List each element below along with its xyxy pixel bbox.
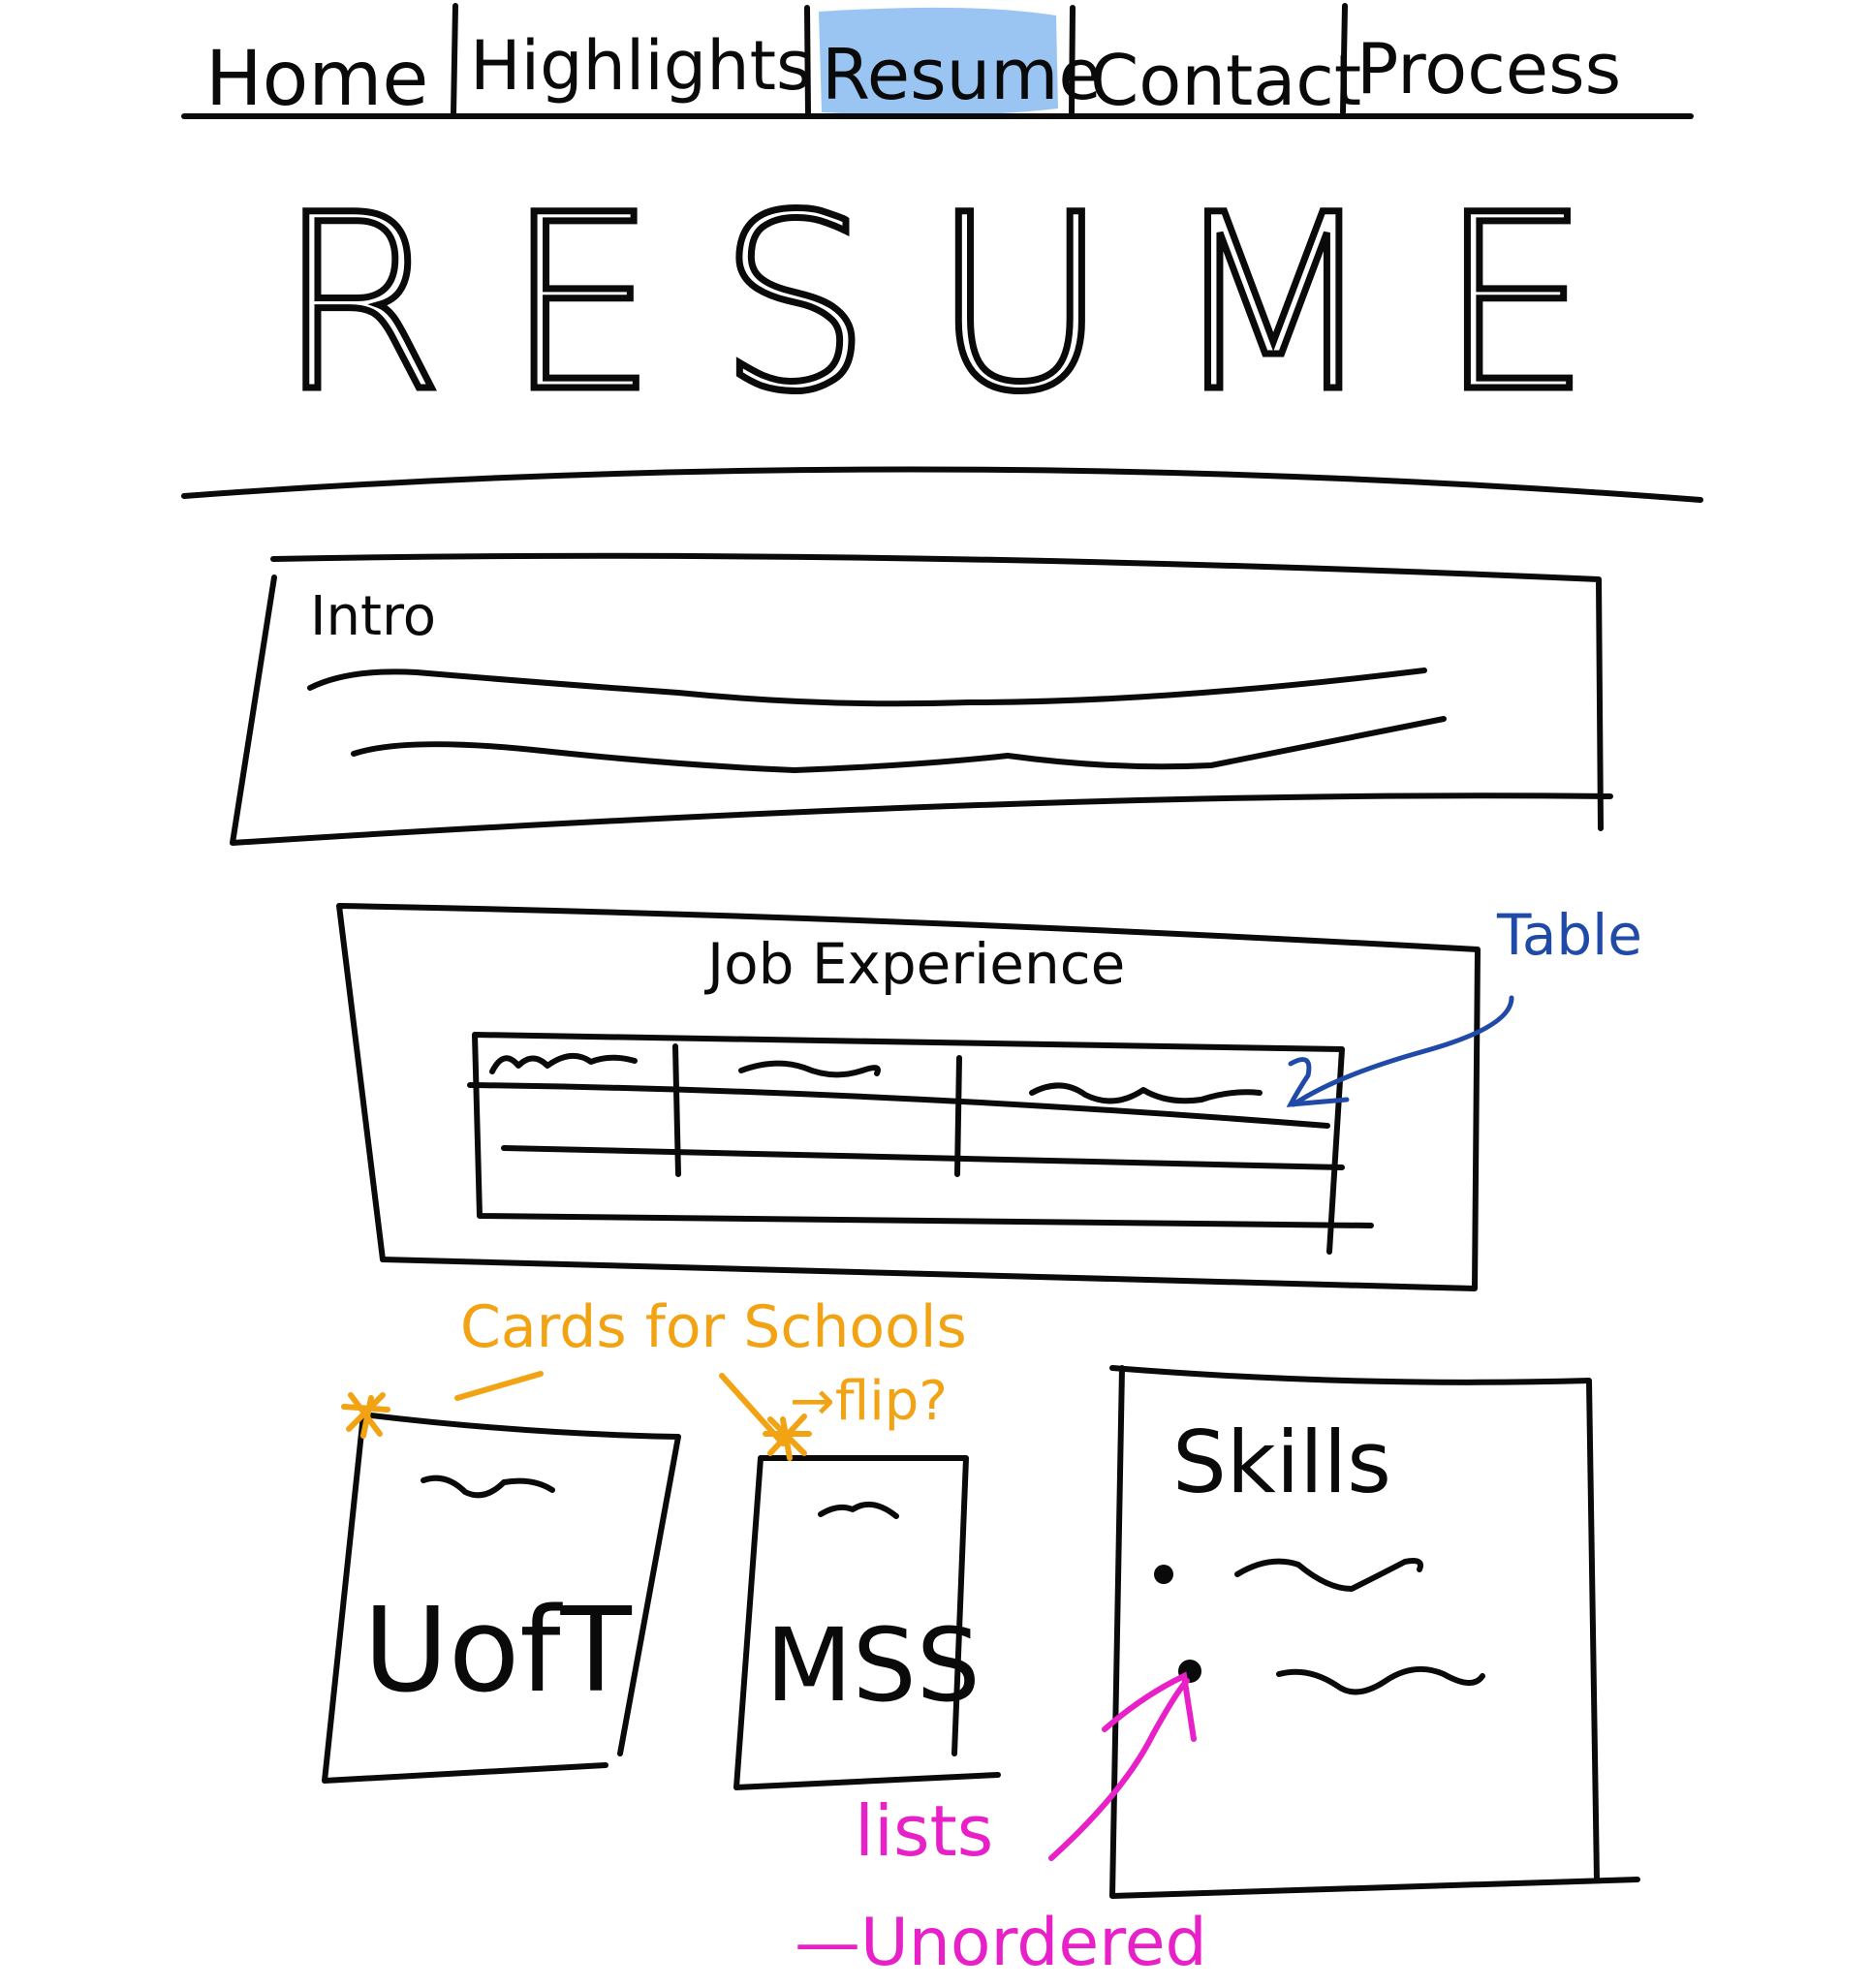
nav-divider [1069,5,1076,117]
nav-bar: Home Highlights Resume Contact Process [181,3,1694,123]
cards-annotation: Cards for Schools →flip? [341,1293,967,1461]
job-table [467,1032,1374,1255]
card-frame [322,1412,681,1784]
lists-note-arrowhead-icon [1102,1671,1197,1742]
skills-item-scribble [1276,1665,1485,1695]
table-cell-scribble [489,1053,638,1074]
card-label-uoft: UofT [363,1584,632,1719]
card-scribble [421,1475,555,1499]
table-row-line [467,1082,1330,1129]
skills-box [1109,1365,1640,1899]
table-note: Table [1496,902,1642,968]
intro-heading: Intro [310,585,436,648]
table-cell-scribble [738,1060,881,1078]
table-col-line [672,1043,681,1177]
lists-annotation: lists —Unordered [795,1671,1207,1981]
skills-bullet [1154,1565,1173,1584]
job-experience-heading: Job Experience [704,931,1125,997]
flip-note: →flip? [790,1370,948,1433]
cards-note-dash [454,1371,544,1401]
page-title: RESUME [276,163,1651,445]
unordered-note: —Unordered [795,1905,1207,1981]
job-experience-box [336,903,1481,1291]
cards-note: Cards for Schools [460,1293,967,1361]
nav-divider [804,5,811,117]
nav-item-highlights[interactable]: Highlights [470,26,812,106]
school-card-mss[interactable]: MSS [733,1455,1001,1790]
star-icon [763,1413,812,1461]
lists-note-arrow [1048,1678,1190,1861]
intro-text-line [351,716,1447,773]
nav-item-contact[interactable]: Contact [1090,40,1361,121]
card-label-mss: MSS [765,1606,981,1724]
card-scribble [818,1501,899,1519]
nav-item-process[interactable]: Process [1356,28,1621,109]
table-note-arrowhead-icon [1286,1057,1350,1107]
skills-section: Skills [1109,1365,1640,1899]
card-frame [733,1455,1001,1790]
table-cell-scribble [1029,1082,1263,1104]
table-border [472,1032,1374,1255]
intro-text-line [307,668,1427,707]
nav-item-home[interactable]: Home [205,36,428,123]
lists-note: lists [855,1790,993,1872]
table-row-line [501,1145,1345,1170]
skills-item-scribble [1234,1558,1423,1592]
nav-item-resume[interactable]: Resume [822,34,1102,115]
nav-divider [451,3,458,117]
table-col-line [954,1055,962,1177]
intro-box [230,552,1613,846]
table-note-arrow [1291,995,1514,1107]
nav-active-highlight [819,7,1058,116]
table-annotation: Table [1286,902,1642,1107]
title-divider [181,466,1703,503]
nav-divider [1340,3,1348,115]
intro-section: Intro [230,552,1613,846]
star-icon [341,1392,390,1439]
skills-heading: Skills [1172,1413,1391,1512]
job-experience-section: Job Experience [336,903,1481,1291]
school-card-uoft[interactable]: UofT [322,1412,681,1784]
